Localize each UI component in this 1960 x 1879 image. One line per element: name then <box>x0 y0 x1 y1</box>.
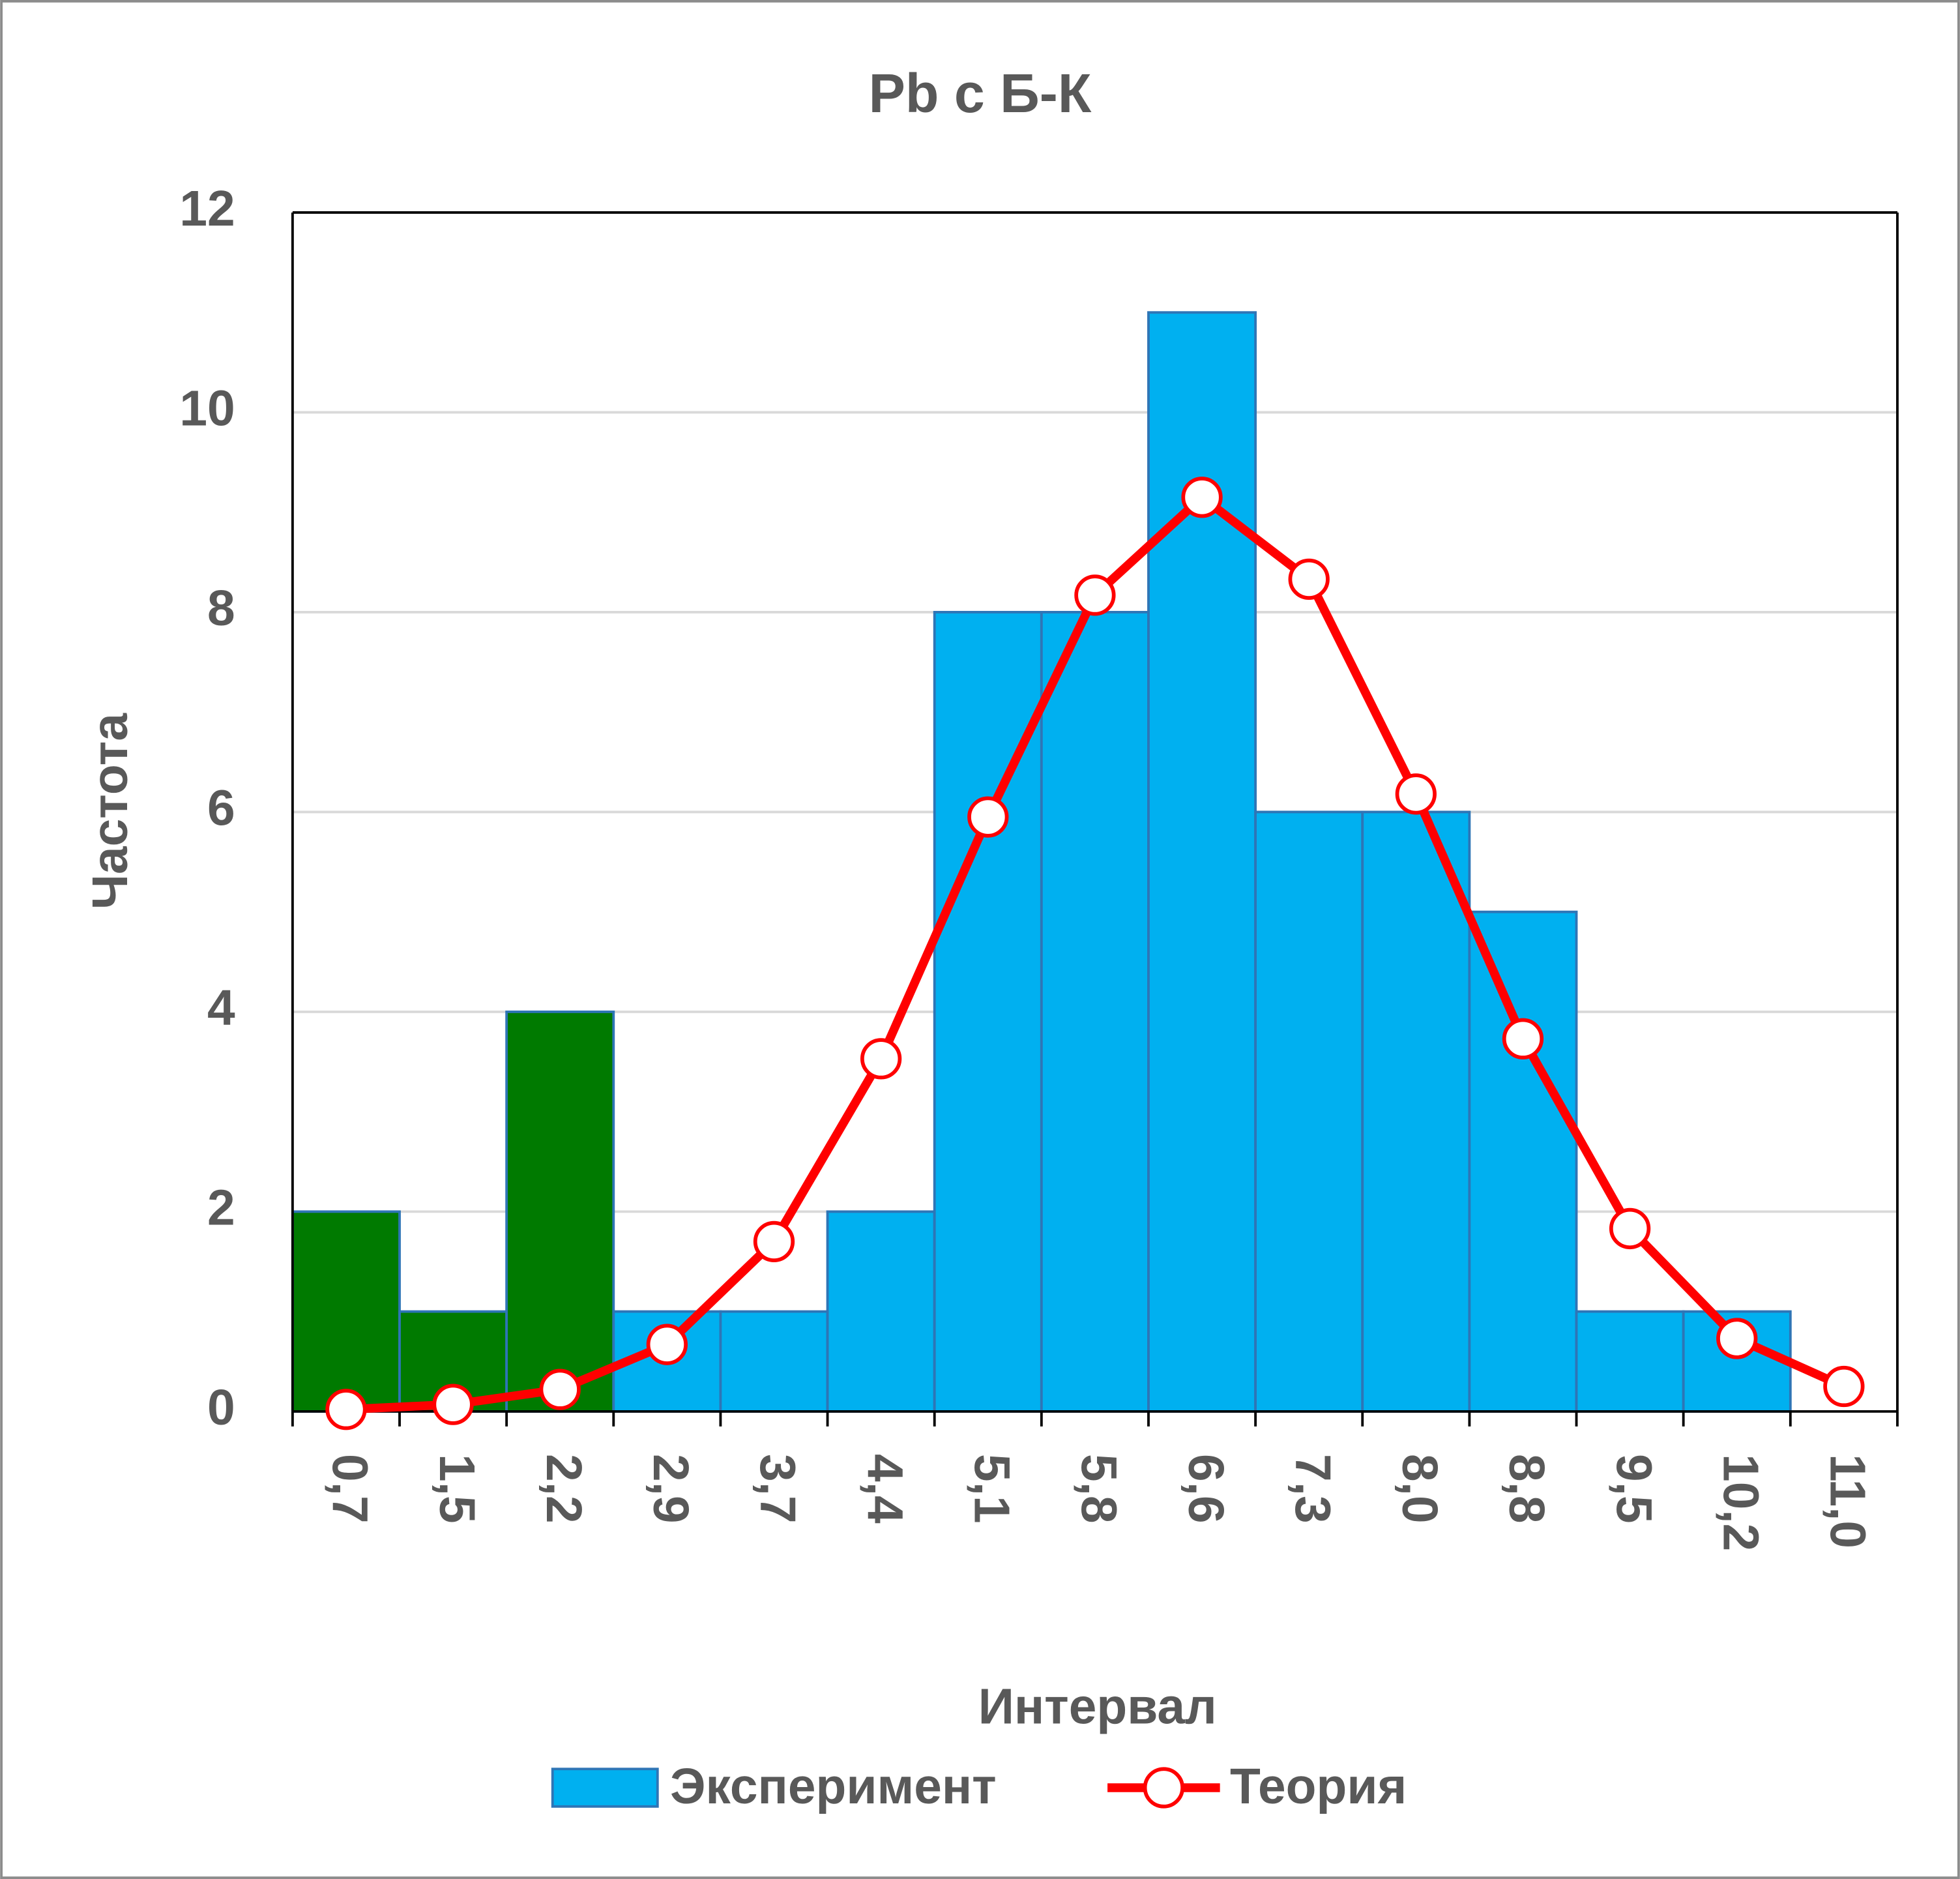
line-marker <box>1823 1365 1865 1408</box>
x-tick-label: 10,2 <box>1712 1454 1768 1551</box>
bar <box>1040 611 1150 1413</box>
line-marker <box>860 1038 902 1080</box>
line-marker <box>1716 1318 1758 1359</box>
line-marker <box>1074 574 1116 616</box>
line-marker <box>325 1389 367 1430</box>
x-tick-label: 2,9 <box>643 1454 698 1524</box>
y-tick-label: 0 <box>207 1380 235 1436</box>
line-marker <box>1395 773 1437 815</box>
legend-label: Теория <box>1230 1759 1407 1814</box>
line-marker <box>646 1324 688 1365</box>
bar <box>719 1310 829 1413</box>
x-tick-label: 8,0 <box>1392 1454 1447 1524</box>
bar <box>933 611 1043 1413</box>
y-tick-label: 4 <box>207 981 235 1036</box>
x-tick-label: 7,3 <box>1285 1454 1340 1524</box>
line-marker <box>1502 1018 1544 1059</box>
legend-swatch <box>551 1768 659 1808</box>
y-tick-label: 12 <box>179 181 235 237</box>
bar <box>1254 810 1364 1413</box>
y-tick-label: 10 <box>179 381 235 437</box>
line-marker <box>432 1383 474 1425</box>
legend-marker <box>1143 1767 1185 1809</box>
x-tick-label: 5,1 <box>964 1454 1019 1524</box>
bar <box>291 1210 401 1413</box>
x-tick-label: 0,7 <box>322 1454 377 1524</box>
legend-label: Эксперимент <box>670 1759 997 1814</box>
bar <box>1468 910 1578 1413</box>
y-tick-label: 6 <box>207 781 235 836</box>
line-marker <box>967 796 1009 838</box>
line-marker <box>1181 477 1223 518</box>
bar <box>1361 810 1471 1413</box>
bar <box>1575 1310 1685 1413</box>
x-tick-label: 3,7 <box>750 1454 805 1524</box>
y-tick-label: 2 <box>207 1181 235 1236</box>
chart-title: Pb с Б-К <box>869 63 1092 124</box>
x-axis-title: Интервал <box>978 1679 1217 1734</box>
line-marker <box>1288 558 1330 600</box>
line-marker <box>753 1221 795 1262</box>
y-axis-title: Частота <box>83 713 138 910</box>
bar <box>505 1010 615 1413</box>
line-marker <box>539 1369 581 1410</box>
x-tick-label: 9,5 <box>1605 1454 1661 1524</box>
x-tick-label: 8,8 <box>1499 1454 1554 1524</box>
x-tick-label: 6,6 <box>1178 1454 1233 1524</box>
x-tick-label: 5,8 <box>1071 1454 1126 1524</box>
y-tick-label: 8 <box>207 581 235 636</box>
x-tick-label: 2,2 <box>536 1454 591 1524</box>
bar <box>826 1210 936 1413</box>
line-marker <box>1609 1207 1651 1250</box>
x-tick-label: 1,5 <box>429 1454 484 1524</box>
x-tick-label: 4,4 <box>856 1454 912 1524</box>
x-tick-label: 11,0 <box>1820 1454 1875 1548</box>
